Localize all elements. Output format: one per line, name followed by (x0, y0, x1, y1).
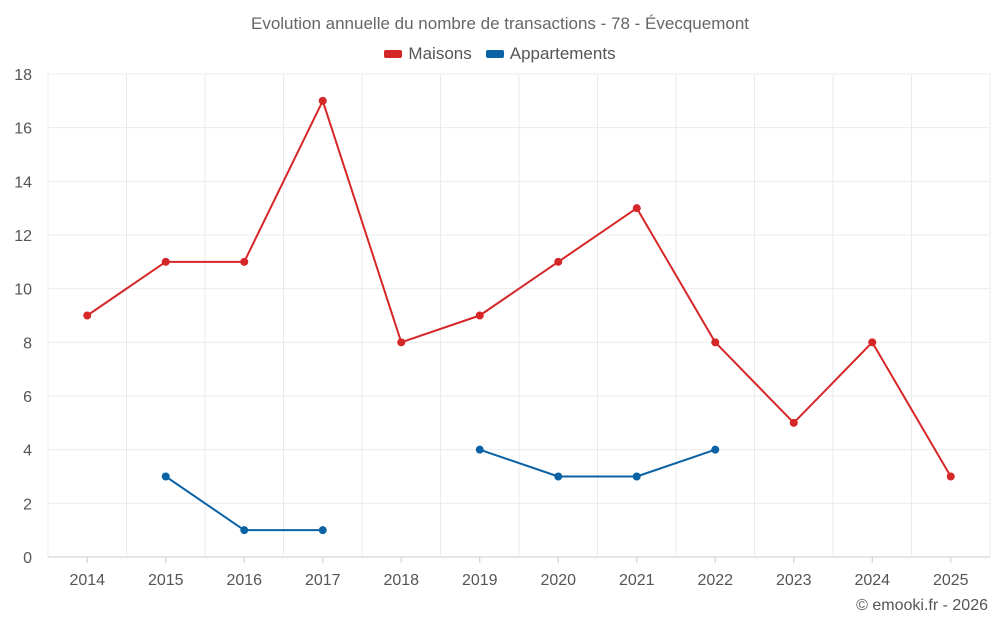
data-point-appartements-2022 (711, 445, 720, 454)
x-tick-label: 2021 (619, 572, 655, 589)
x-tick-label: 2022 (697, 572, 733, 589)
data-point-maisons-2015 (161, 257, 170, 266)
x-tick-label: 2018 (383, 572, 419, 589)
data-point-appartements-2021 (632, 472, 641, 481)
data-point-maisons-2016 (240, 257, 249, 266)
legend-item-appartements[interactable]: Appartements (485, 44, 616, 64)
data-point-maisons-2017 (318, 96, 327, 105)
x-tick-label: 2016 (226, 572, 262, 589)
x-tick-label: 2024 (854, 572, 890, 589)
credit-text: © emooki.fr - 2026 (856, 597, 988, 614)
legend: Maisons Appartements (0, 44, 1000, 64)
x-tick-label: 2014 (69, 572, 105, 589)
data-point-maisons-2025 (946, 472, 955, 481)
x-tick-label: 2015 (148, 572, 184, 589)
x-tick-label: 2017 (305, 572, 341, 589)
legend-swatch-maisons (384, 50, 403, 58)
y-tick-label: 14 (14, 174, 32, 191)
y-tick-label: 0 (23, 550, 32, 567)
data-point-appartements-2020 (554, 472, 563, 481)
y-tick-label: 18 (14, 67, 32, 84)
x-tick-label: 2023 (776, 572, 812, 589)
y-tick-label: 2 (23, 496, 32, 513)
y-tick-label: 4 (23, 443, 32, 460)
legend-label-appartements: Appartements (509, 44, 616, 63)
data-point-maisons-2018 (397, 338, 406, 347)
data-point-appartements-2015 (161, 472, 170, 481)
chart-title: Evolution annuelle du nombre de transact… (250, 14, 750, 33)
data-point-maisons-2022 (711, 338, 720, 347)
y-tick-label: 16 (14, 121, 32, 138)
data-point-maisons-2020 (554, 257, 563, 266)
data-point-appartements-2016 (240, 526, 249, 535)
y-tick-label: 6 (23, 389, 32, 406)
legend-item-maisons[interactable]: Maisons (384, 44, 472, 64)
data-point-maisons-2023 (789, 418, 798, 427)
y-tick-label: 12 (14, 228, 32, 245)
x-tick-label: 2025 (933, 572, 969, 589)
legend-swatch-appartements (485, 50, 504, 58)
series-line-appartements (479, 448, 716, 478)
y-tick-label: 8 (23, 335, 32, 352)
data-point-maisons-2019 (475, 311, 484, 320)
data-point-maisons-2021 (632, 204, 641, 213)
y-tick-label: 10 (14, 282, 32, 299)
data-point-maisons-2024 (868, 338, 877, 347)
data-point-appartements-2017 (318, 526, 327, 535)
series-line-maisons (86, 99, 952, 478)
data-point-maisons-2014 (83, 311, 92, 320)
data-point-appartements-2019 (475, 445, 484, 454)
x-tick-label: 2019 (462, 572, 498, 589)
x-tick-label: 2020 (540, 572, 576, 589)
legend-label-maisons: Maisons (408, 44, 472, 63)
